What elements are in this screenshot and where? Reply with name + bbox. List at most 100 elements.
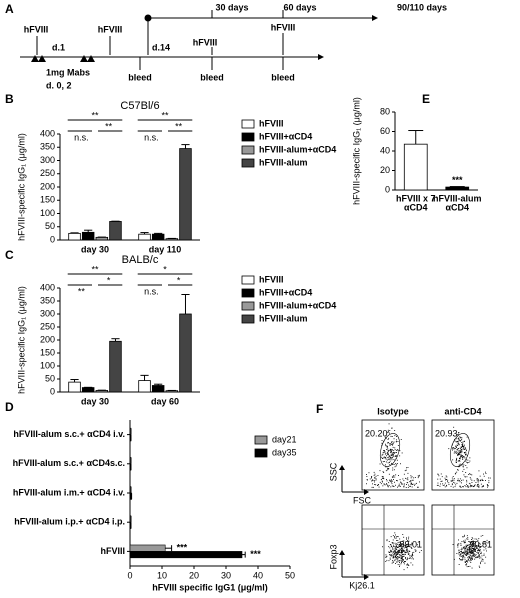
dot <box>459 485 461 487</box>
dot <box>408 544 410 546</box>
dot <box>417 544 418 546</box>
dot <box>470 552 471 554</box>
dot <box>463 551 464 553</box>
dot <box>391 562 393 564</box>
dot <box>468 551 470 553</box>
dot <box>472 542 474 544</box>
dot <box>411 556 413 558</box>
dot <box>390 435 392 437</box>
dot <box>460 456 462 458</box>
dot <box>405 469 407 471</box>
dot <box>395 465 397 467</box>
dot <box>394 542 396 544</box>
dot <box>459 450 460 452</box>
dot <box>409 546 410 548</box>
dot <box>413 551 415 553</box>
dot <box>394 546 396 548</box>
dot <box>409 481 411 483</box>
dot <box>417 477 419 479</box>
dot <box>389 458 390 460</box>
error-bar <box>111 338 120 342</box>
dot <box>458 443 460 445</box>
dot <box>391 457 392 459</box>
dot <box>465 447 466 449</box>
dot <box>394 556 396 558</box>
dot <box>460 549 462 551</box>
dot <box>397 556 399 558</box>
dot <box>464 534 465 536</box>
dot <box>392 535 394 537</box>
dot <box>405 552 407 554</box>
dot <box>403 547 405 549</box>
dot <box>396 536 398 537</box>
dot <box>392 557 394 559</box>
dot <box>388 450 390 451</box>
chart-title: BALB/c <box>122 254 159 266</box>
dot <box>389 552 391 553</box>
error-bar <box>154 383 163 386</box>
dot <box>452 448 454 450</box>
dot <box>388 541 390 542</box>
dot <box>392 562 394 563</box>
legend-label: hFVIII+αCD4 <box>259 131 312 141</box>
time-label: 30 days <box>215 2 248 12</box>
sig-label: n.s. <box>144 286 159 296</box>
dot <box>402 550 404 552</box>
dot <box>391 441 392 443</box>
dot <box>480 483 482 485</box>
dot <box>474 545 476 547</box>
y-tick-label: 250 <box>40 321 55 331</box>
dot <box>483 555 485 556</box>
dot <box>466 554 467 556</box>
y-tick-label: 80 <box>380 106 390 116</box>
dot <box>395 555 397 557</box>
dot <box>392 477 394 478</box>
dot <box>456 447 457 448</box>
dot <box>469 547 471 549</box>
dot <box>480 553 482 555</box>
dot <box>398 541 400 543</box>
dot <box>486 484 488 485</box>
dot <box>394 435 396 437</box>
dot <box>389 550 391 552</box>
dot <box>466 561 468 562</box>
dot <box>390 550 392 552</box>
dot <box>393 550 395 552</box>
dot <box>391 441 393 442</box>
dot <box>453 426 455 428</box>
dot <box>410 475 412 477</box>
dot <box>462 446 464 448</box>
dot <box>471 543 473 545</box>
dot <box>419 481 420 483</box>
dot <box>388 437 390 439</box>
dot <box>390 555 392 557</box>
dot <box>398 551 400 552</box>
dot <box>386 469 388 471</box>
dot <box>466 544 468 546</box>
error-bar <box>242 551 246 558</box>
dot <box>458 453 460 455</box>
dot <box>395 536 397 538</box>
dot <box>470 485 472 487</box>
dot <box>408 564 409 566</box>
dot <box>470 562 472 563</box>
dot <box>475 547 477 549</box>
dot <box>468 482 470 484</box>
dot <box>406 559 408 561</box>
dot <box>457 469 459 470</box>
dot <box>473 552 474 554</box>
panel-label: E <box>422 92 430 106</box>
dot <box>393 556 395 557</box>
dot <box>385 437 387 439</box>
dot <box>405 547 407 548</box>
dot <box>404 545 406 547</box>
legend-swatch <box>254 448 268 458</box>
dot <box>366 476 368 477</box>
dot <box>475 557 477 559</box>
dot <box>459 554 461 556</box>
dot <box>477 544 479 546</box>
dot <box>478 549 480 551</box>
dot <box>411 479 413 481</box>
dot <box>467 485 469 487</box>
dots <box>436 426 491 488</box>
